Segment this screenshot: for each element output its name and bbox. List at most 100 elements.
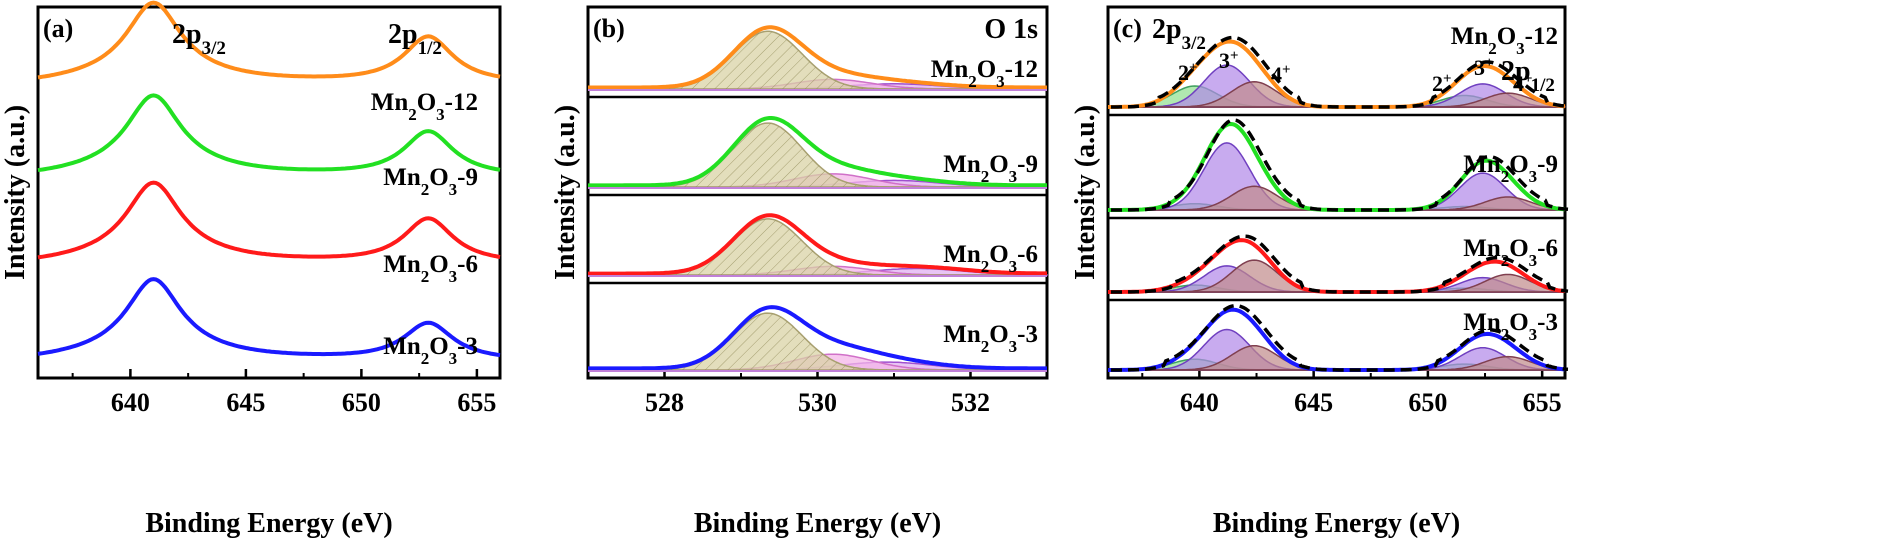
peak-label: 2p1/2 [388,19,442,59]
x-tick-label-part: 650 [1408,388,1447,417]
x-tick-label: 650 [1408,388,1447,417]
series-label-part: O [417,89,436,116]
series-label-part: 3 [449,267,458,286]
series-label-part: O [429,251,448,278]
peak-label-part: 3/2 [1182,33,1206,54]
series-label-part: O [977,56,996,83]
series-label-part: O [989,321,1008,348]
series-label: Mn2O3-6 [383,251,478,286]
series-label-part: Mn [383,251,421,278]
series-label-part: -9 [457,164,478,191]
fit-curve [1111,35,1569,109]
series-label-part: 3 [1529,167,1538,186]
x-tick-label: 528 [645,388,684,417]
series-label-part: 2 [1488,39,1497,58]
series-label-part: 3 [1009,167,1018,186]
peak-label-part: 2p [172,19,202,50]
peak-label: 2p1/2 [1501,56,1555,96]
x-axis-label-part: Binding Energy (eV) [1213,508,1460,539]
x-tick-label: 655 [457,388,496,417]
oxidation-state-label-part: + [1485,55,1494,71]
series-label-part: 3 [436,105,445,124]
series-label-part: 2 [981,167,990,186]
x-axis-label: Binding Energy (eV) [1213,508,1460,539]
series-label-part: O [1509,309,1528,336]
series-label-part: O [989,241,1008,268]
series-label-part: 3 [1009,337,1018,356]
oxidation-state-label-part: + [1282,62,1291,78]
x-axis-label: Binding Energy (eV) [694,508,941,539]
panel-label: (c) [1113,14,1142,43]
spectrum-line [37,277,501,358]
spectrum-line [37,180,501,260]
x-tick-label-part: 532 [951,388,990,417]
series-label-part: -6 [1537,235,1558,262]
peak-label: 2p3/2 [1152,14,1206,54]
x-tick-label-part: 530 [798,388,837,417]
x-tick-label-part: 528 [645,388,684,417]
series-label-part: 3 [1529,251,1538,270]
series-label-part: O [1497,23,1516,50]
series-label-part: 2 [981,257,990,276]
envelope-line [588,213,1047,276]
x-tick-label-part: 655 [457,388,496,417]
fit-curve [1111,234,1569,294]
oxidation-state-label: 4+ [1513,71,1533,96]
oxidation-state-label-part: 3 [1474,55,1485,80]
envelope-line [588,25,1047,90]
envelope-line [588,116,1047,188]
series-label-part: Mn [1463,151,1501,178]
series-label-part: Mn [383,333,421,360]
series-label-part: Mn [1463,309,1501,336]
series-label-part: 2 [1501,167,1510,186]
series-label: Mn2O3-12 [931,56,1038,91]
series-label-part: 3 [1009,257,1018,276]
peak-label-part: 2p [1152,14,1182,45]
peak-label-part: 3/2 [202,38,226,59]
series-label-part: 3 [1529,325,1538,344]
series-label: Mn2O3-9 [1463,151,1558,186]
series-label-part: -9 [1017,151,1038,178]
x-tick-label-part: 650 [342,388,381,417]
x-tick-label-part: 645 [1294,388,1333,417]
series-label-part: O [429,333,448,360]
y-axis-label-part: Intensity (a.u.) [0,105,31,280]
component-hatch [588,218,1047,275]
oxidation-state-label-part: + [1524,71,1533,87]
y-axis-label: Intensity (a.u.) [1070,105,1101,280]
series-label-part: Mn [383,164,421,191]
series-label: Mn2O3-9 [943,151,1038,186]
oxidation-state-label-part: 2 [1178,60,1189,85]
series-label-part: Mn [943,321,981,348]
fit-curve [1111,303,1569,372]
series-label: Mn2O3-3 [383,333,478,368]
series-label-part: 2 [968,72,977,91]
series-label-part: O [429,164,448,191]
peak-label-part: 1/2 [1531,75,1555,96]
series-label-part: -12 [1005,56,1038,83]
series-label-part: 2 [421,267,430,286]
spectrum-line [37,0,501,80]
series-label-part: -3 [1537,309,1558,336]
series-label: Mn2O3-9 [383,164,478,199]
x-axis-label: Binding Energy (eV) [145,508,392,539]
series-label-part: O [1509,235,1528,262]
series-label-part: -9 [1537,151,1558,178]
oxidation-state-label-part: + [1189,60,1198,76]
series-label-part: -3 [1017,321,1038,348]
peak-label-part: 1/2 [418,38,442,59]
series-label-part: Mn [1451,23,1489,50]
x-tick-label: 645 [226,388,265,417]
series-label-part: 2 [1501,325,1510,344]
panel-label: (b) [593,14,625,43]
oxidation-state-label-part: 3 [1219,48,1230,73]
peak-label-part: 2p [388,19,418,50]
panel-b: 528 530 532 Binding Energy (eV) Intensity (a… [550,5,1049,539]
x-tick-label: 640 [111,388,150,417]
series-label-part: -6 [1017,241,1038,268]
x-tick-label-part: 640 [111,388,150,417]
series-label-part: 3 [1516,39,1525,58]
oxidation-state-label: 4+ [1271,62,1291,87]
oxidation-state-label-part: + [1443,71,1452,87]
